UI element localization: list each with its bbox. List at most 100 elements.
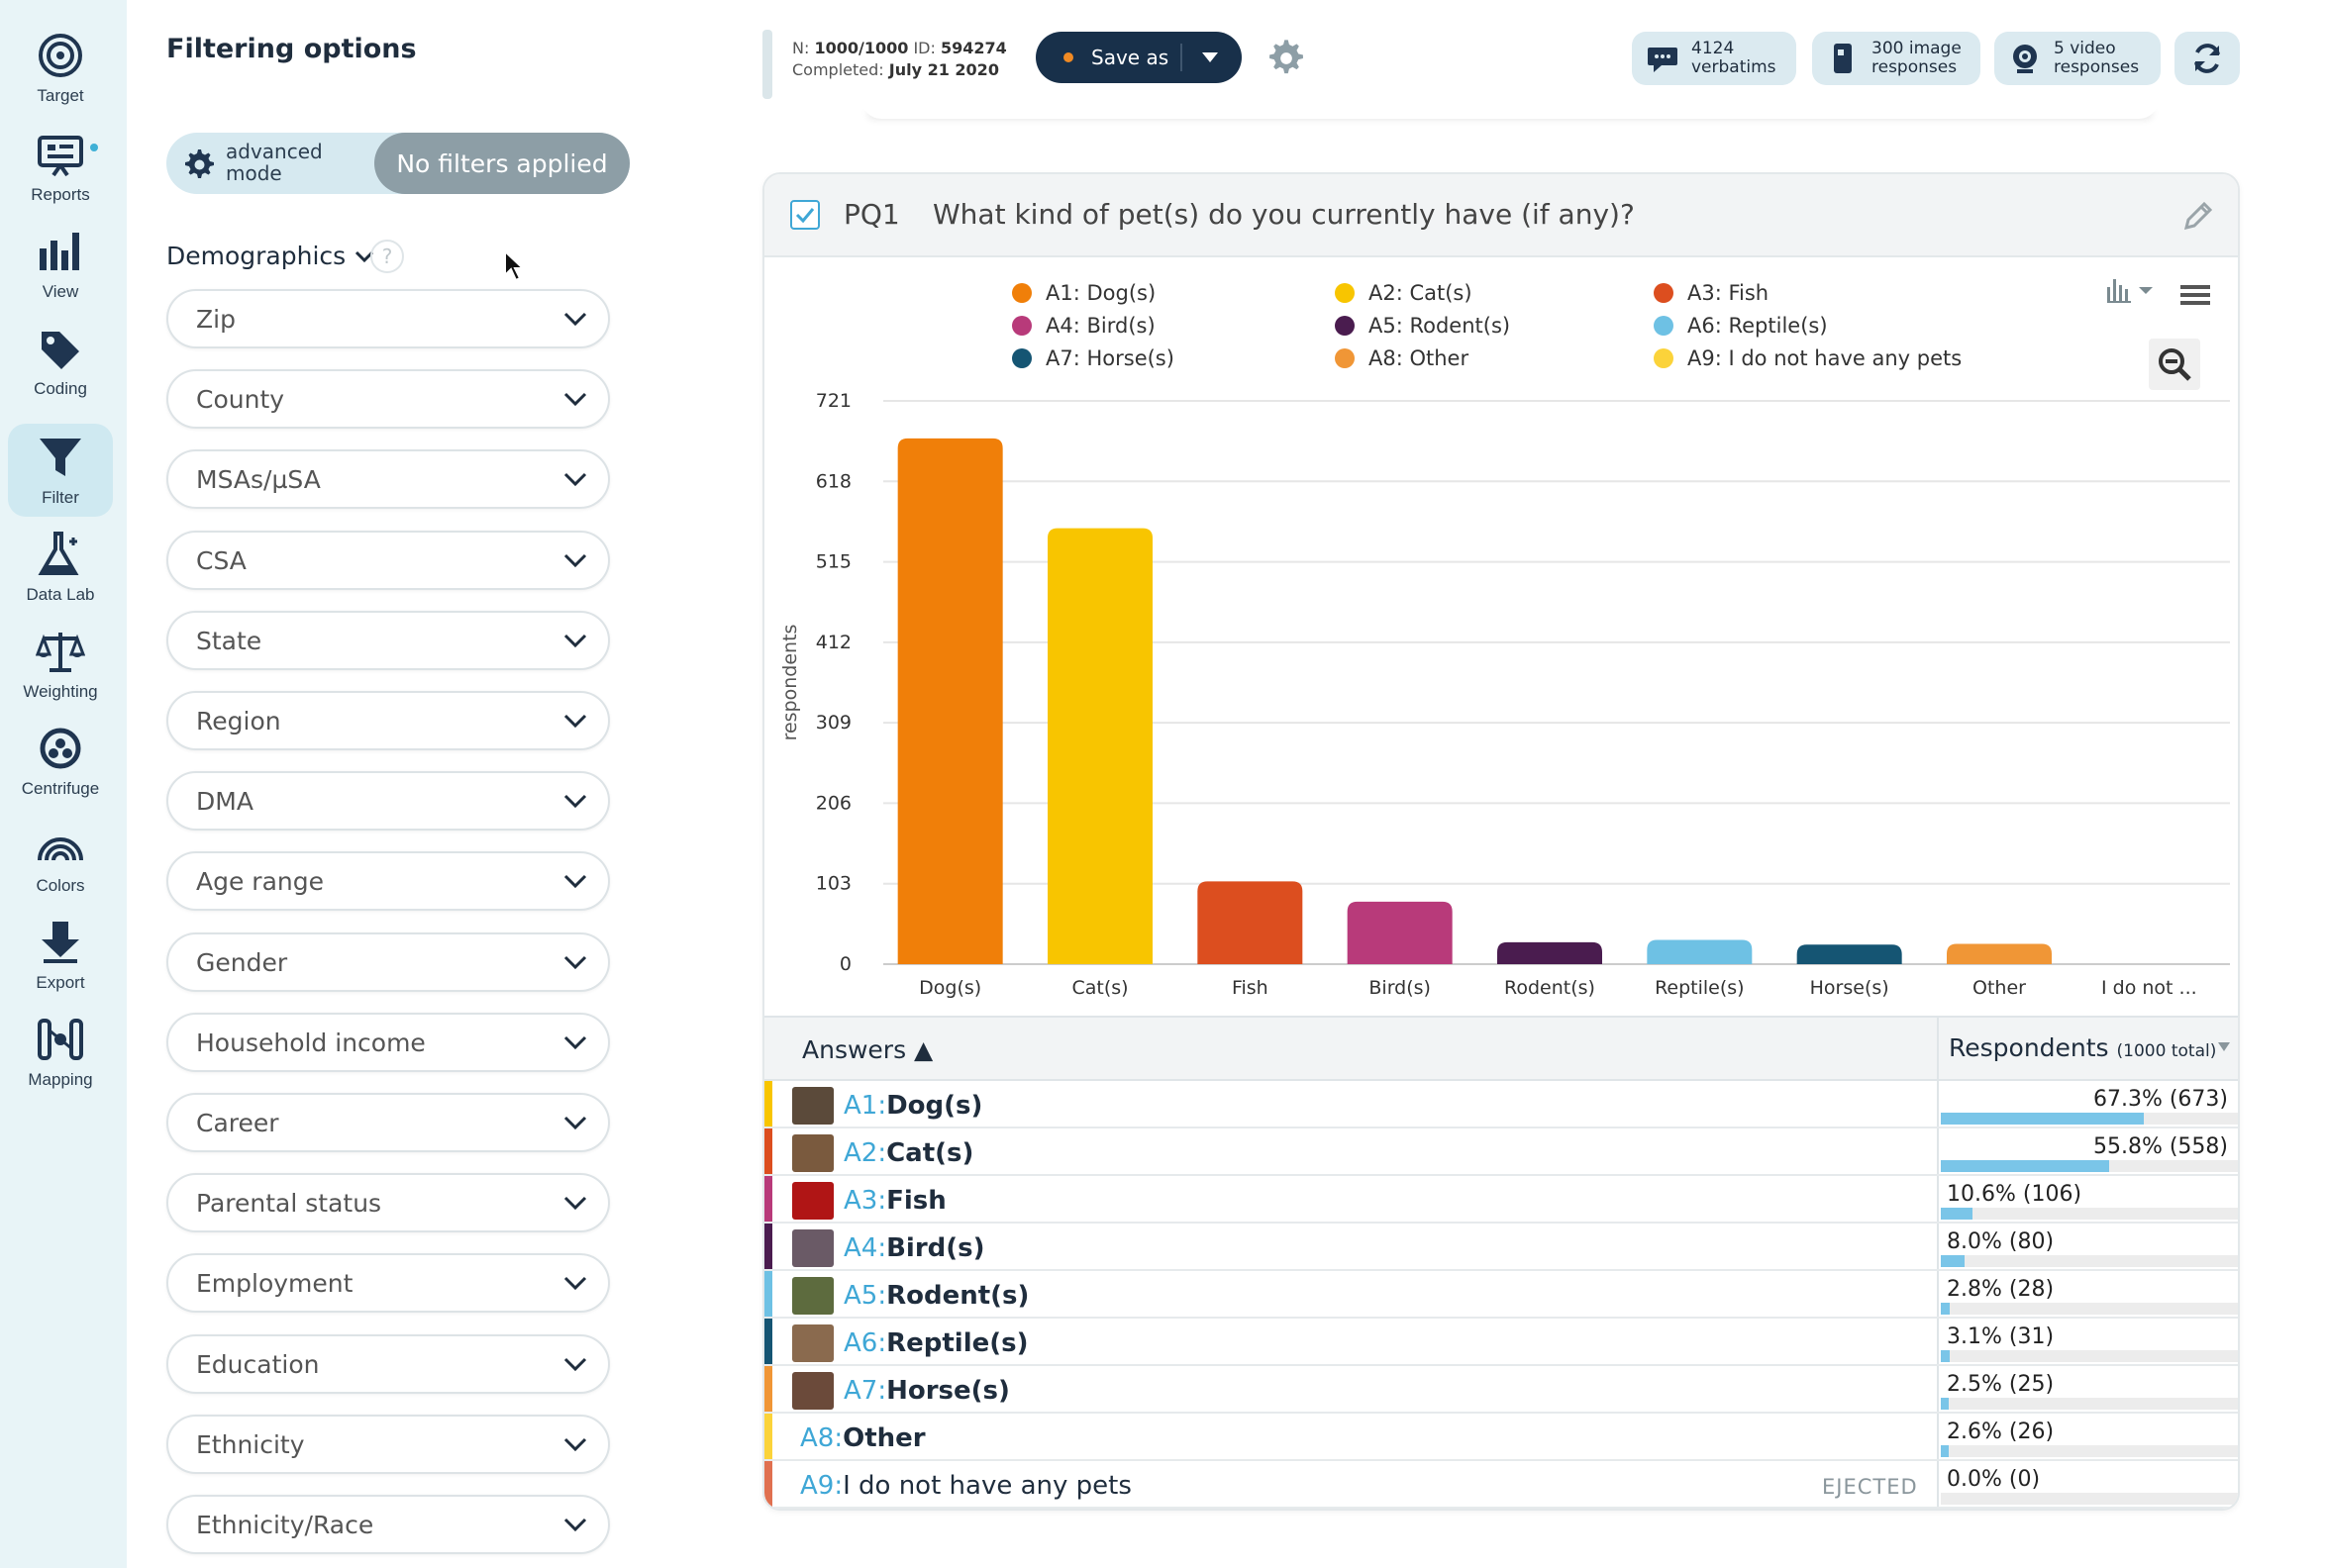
row-color-stripe <box>764 1366 772 1412</box>
nav-mapping[interactable]: Mapping <box>8 1006 113 1099</box>
answer-label: A4:Bird(s) <box>844 1233 985 1263</box>
progress-track <box>1941 1493 2238 1505</box>
nav-export[interactable]: Export <box>8 909 113 1002</box>
nav-reports[interactable]: Reports <box>8 121 113 214</box>
y-tick-label: 515 <box>816 551 852 573</box>
filter-dropdown[interactable]: Gender <box>166 932 610 992</box>
legend-item[interactable]: A3: Fish <box>1654 281 1769 305</box>
question-checkbox[interactable] <box>790 200 820 230</box>
legend-item[interactable]: A2: Cat(s) <box>1335 281 1472 305</box>
answers-column-header[interactable]: Answers ▲ <box>802 1035 934 1064</box>
table-row[interactable]: A8:Other 2.6% (26) <box>764 1414 2238 1461</box>
sort-caret-icon[interactable] <box>2216 1039 2232 1053</box>
respondents-cell: 0.0% (0) <box>1937 1461 2238 1507</box>
bar-5 <box>1497 941 1602 964</box>
video-responses-button[interactable]: 5 video responses <box>1994 32 2161 85</box>
reports-icon <box>38 136 83 177</box>
filter-dropdown[interactable]: State <box>166 611 610 670</box>
progress-track <box>1941 1113 2238 1125</box>
legend-item[interactable]: A8: Other <box>1335 346 1468 370</box>
nav-filter[interactable]: Filter <box>8 424 113 517</box>
legend-item[interactable]: A6: Reptile(s) <box>1654 314 1828 338</box>
legend-swatch <box>1012 316 1032 336</box>
progress-fill <box>1941 1255 1966 1267</box>
filter-dropdown[interactable]: Parental status <box>166 1173 610 1232</box>
table-row[interactable]: A3:Fish 10.6% (106) <box>764 1176 2238 1224</box>
caret-down-icon[interactable] <box>1200 49 1220 65</box>
filter-dropdown[interactable]: CSA <box>166 531 610 590</box>
chart-area: A1: Dog(s) A2: Cat(s) A3: Fish A4: Bird(s) A… <box>764 259 2238 1016</box>
target-icon <box>39 34 82 77</box>
row-color-stripe <box>764 1176 772 1222</box>
y-tick-label: 721 <box>816 390 852 412</box>
table-row[interactable]: A5:Rodent(s) 2.8% (28) <box>764 1271 2238 1319</box>
legend-item[interactable]: A9: I do not have any pets <box>1654 346 1962 370</box>
image-responses-text: 300 image responses <box>1871 39 1962 77</box>
table-row[interactable]: A4:Bird(s) 8.0% (80) <box>764 1224 2238 1271</box>
nav-label: Mapping <box>28 1070 93 1089</box>
bar-2 <box>1048 528 1153 964</box>
respondents-cell: 67.3% (673) <box>1937 1081 2238 1127</box>
nav-target[interactable]: Target <box>8 22 113 115</box>
filter-dropdown[interactable]: Career <box>166 1093 610 1152</box>
dropdown-label: Region <box>196 707 281 735</box>
hamburger-menu-icon[interactable] <box>2178 281 2212 309</box>
verbatims-button[interactable]: 4124 verbatims <box>1632 32 1796 85</box>
table-row[interactable]: A1:Dog(s) 67.3% (673) <box>764 1081 2238 1128</box>
legend-label: A1: Dog(s) <box>1046 281 1157 305</box>
table-row[interactable]: A2:Cat(s) 55.8% (558) <box>764 1128 2238 1176</box>
demographics-toggle[interactable]: Demographics <box>166 242 375 270</box>
zoom-out-button[interactable] <box>2149 339 2200 390</box>
x-tick-label: Fish <box>1232 977 1268 999</box>
help-icon[interactable]: ? <box>370 240 404 273</box>
table-row[interactable]: A7:Horse(s) 2.5% (25) <box>764 1366 2238 1414</box>
dropdown-label: MSAs/µSA <box>196 465 321 494</box>
legend-item[interactable]: A5: Rodent(s) <box>1335 314 1510 338</box>
legend-item[interactable]: A4: Bird(s) <box>1012 314 1156 338</box>
nav-coding[interactable]: Coding <box>8 315 113 408</box>
respondents-column-header[interactable]: Respondents (1000 total) <box>1949 1033 2217 1062</box>
image-responses-button[interactable]: 300 image responses <box>1812 32 1980 85</box>
edit-pencil-icon[interactable] <box>2180 198 2216 234</box>
legend-item[interactable]: A7: Horse(s) <box>1012 346 1174 370</box>
nav-weighting[interactable]: Weighting <box>8 618 113 711</box>
nav-centrifuge[interactable]: Centrifuge <box>8 715 113 808</box>
filter-dropdown[interactable]: Age range <box>166 851 610 911</box>
filter-dropdown[interactable]: Region <box>166 691 610 750</box>
legend-item[interactable]: A1: Dog(s) <box>1012 281 1156 305</box>
filter-dropdown[interactable]: MSAs/µSA <box>166 449 610 509</box>
download-icon <box>42 922 79 963</box>
column-divider <box>1937 1018 1939 1079</box>
answer-label: A2:Cat(s) <box>844 1138 974 1168</box>
settings-gear-icon[interactable] <box>1265 38 1307 79</box>
bar-3 <box>1197 881 1303 964</box>
filter-dropdown[interactable]: Education <box>166 1334 610 1394</box>
filter-dropdown[interactable]: Ethnicity/Race <box>166 1495 610 1554</box>
table-row[interactable]: A6:Reptile(s) 3.1% (31) <box>764 1319 2238 1366</box>
chart-type-icon[interactable] <box>2105 275 2161 305</box>
nav-data-lab[interactable]: Data Lab <box>8 521 113 614</box>
filter-dropdown[interactable]: Ethnicity <box>166 1415 610 1474</box>
filter-dropdown[interactable]: County <box>166 369 610 429</box>
filter-dropdown[interactable]: Zip <box>166 289 610 348</box>
bar-8 <box>1947 943 2052 964</box>
dropdown-label: County <box>196 385 285 414</box>
nav-view[interactable]: View <box>8 218 113 311</box>
nav-label: Data Lab <box>26 585 95 604</box>
chevron-down-icon <box>563 472 587 487</box>
no-filters-button[interactable]: No filters applied <box>374 133 630 194</box>
nav-label: Coding <box>34 379 87 398</box>
filter-dropdown[interactable]: DMA <box>166 771 610 831</box>
ejected-badge: EJECTED <box>1822 1475 1918 1499</box>
respondents-value: 10.6% (106) <box>1947 1182 2082 1207</box>
table-row[interactable]: A9:I do not have any pets EJECTED 0.0% (0) <box>764 1461 2238 1509</box>
filter-dropdown[interactable]: Employment <box>166 1253 610 1313</box>
status-dot <box>1063 52 1073 62</box>
question-text: What kind of pet(s) do you currently hav… <box>933 198 1635 231</box>
bar-chart: 721 618 515 412 309 206 103 0 respondents Dog(s) C… <box>779 390 2230 999</box>
save-as-button[interactable]: Save as <box>1036 32 1242 83</box>
legend-swatch <box>1654 348 1673 368</box>
nav-colors[interactable]: Colors <box>8 812 113 905</box>
refresh-button[interactable] <box>2174 32 2240 85</box>
filter-dropdown[interactable]: Household income <box>166 1013 610 1072</box>
